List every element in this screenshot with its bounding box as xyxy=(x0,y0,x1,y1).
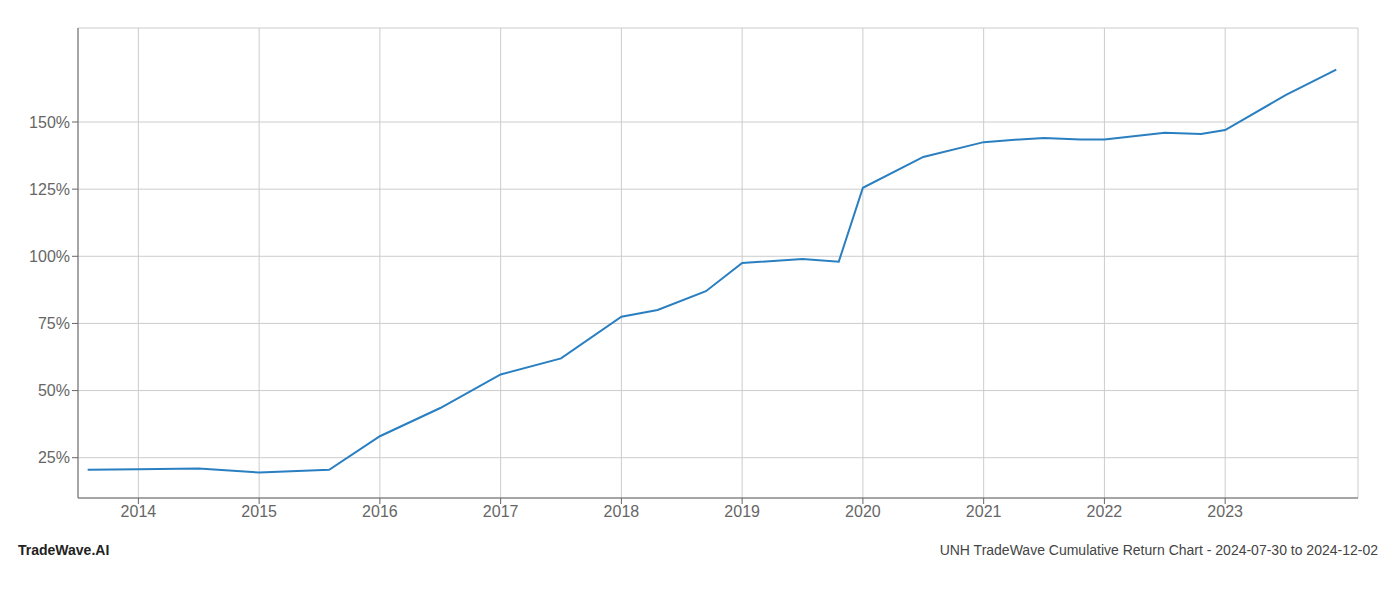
svg-text:2022: 2022 xyxy=(1087,503,1123,520)
svg-text:2014: 2014 xyxy=(121,503,157,520)
svg-text:2017: 2017 xyxy=(483,503,519,520)
svg-text:2018: 2018 xyxy=(604,503,640,520)
html-text:UNH TradeWave Cumulative Retur: UNH TradeWave Cumulative Return Chart - … xyxy=(939,542,1378,558)
svg-text:75%: 75% xyxy=(38,315,70,332)
svg-text:2023: 2023 xyxy=(1207,503,1243,520)
svg-text:125%: 125% xyxy=(29,181,70,198)
svg-text:2021: 2021 xyxy=(966,503,1002,520)
svg-text:100%: 100% xyxy=(29,248,70,265)
svg-text:2019: 2019 xyxy=(724,503,760,520)
html-text:TradeWave.AI: TradeWave.AI xyxy=(18,542,110,558)
svg-text:2020: 2020 xyxy=(845,503,881,520)
svg-text:25%: 25% xyxy=(38,449,70,466)
svg-text:2015: 2015 xyxy=(241,503,277,520)
svg-text:2016: 2016 xyxy=(362,503,398,520)
svg-text:50%: 50% xyxy=(38,382,70,399)
svg-text:150%: 150% xyxy=(29,114,70,131)
